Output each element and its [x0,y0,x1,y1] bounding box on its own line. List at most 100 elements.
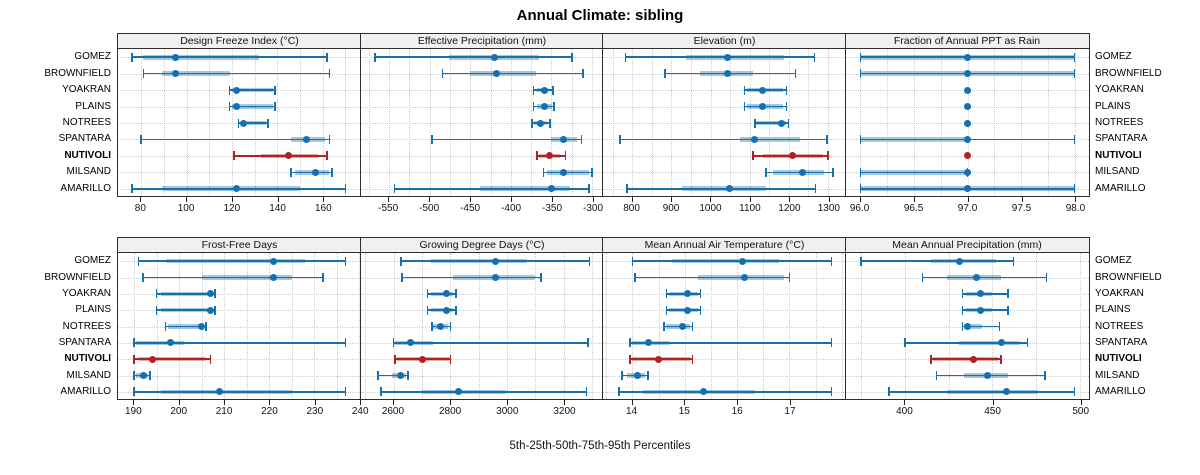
x-gridline [291,253,293,399]
site-label-right: PLAINS [1095,100,1131,112]
panel-header: Fraction of Annual PPT as Rain [844,33,1090,49]
x-tick-label: 220 [261,406,278,417]
panel-plot [602,253,847,400]
iqr-band [422,389,506,395]
x-tick [631,197,633,202]
site-label-right: AMARILLO [1095,182,1146,194]
iqr-band [161,71,230,76]
whisker-cap-low [752,151,754,161]
whisker-line [666,309,701,311]
whisker-cap-high [449,322,452,331]
x-tick-label: 80 [134,203,146,214]
whisker-line [634,276,790,279]
whisker-line [375,56,572,59]
whisker-cap-high [326,151,328,161]
whisker-cap-high [328,69,331,79]
median-dot [778,119,786,127]
whisker-cap-high [585,387,588,397]
whisker-cap-low [228,85,231,95]
whisker-line [393,342,588,344]
iqr-band [668,307,698,313]
panel-plot [359,49,605,197]
whisker-cap-low [536,151,538,161]
x-gridline [246,253,248,399]
whisker-cap-low [133,354,135,364]
whisker-line [134,342,346,344]
panel-plot [602,49,847,197]
x-gridline [606,253,608,399]
median-dot [976,290,984,298]
whisker-line [632,260,832,262]
iqr-band [931,258,996,264]
iqr-band [136,340,184,346]
site-label-right: BROWNFIELD [1095,271,1162,283]
whisker-cap-low [399,256,402,266]
median-dot [270,257,278,265]
x-tick [789,197,791,202]
whisker-line [889,391,1075,393]
whisker-line [238,122,269,124]
site-label-left: YOAKRAN [62,287,111,299]
x-tick [314,400,316,405]
x-gridline [345,49,347,196]
x-tick-label: 100 [177,203,195,214]
median-dot [964,185,972,193]
site-label-left: GOMEZ [74,51,111,63]
panel-header: Effective Precipitation (mm) [359,33,605,49]
median-dot [216,388,224,396]
site-label-right: YOAKRAN [1095,287,1144,299]
x-gridline [507,253,509,399]
site-label-right: MILSAND [1095,166,1140,178]
x-tick [1075,197,1077,202]
site-label-right: GOMEZ [1095,51,1132,63]
median-dot [964,323,972,330]
site-label-left: NOTREES [62,117,111,128]
x-gridline [861,253,863,399]
whisker-cap-high [571,52,573,62]
iqr-band [666,324,690,329]
whisker-cap-high [455,305,457,315]
median-dot [973,274,981,281]
panel-header: Design Freeze Index (°C) [117,33,362,49]
x-gridline [828,49,829,196]
whisker-cap-low [140,134,142,144]
x-tick [552,197,554,202]
iqr-band [682,186,767,192]
whisker-cap-high [830,256,833,266]
whisker-line [619,391,832,393]
x-gridline [490,49,492,196]
whisker-cap-high [214,305,216,315]
median-dot [560,135,568,143]
whisker-cap-low [155,305,158,315]
whisker-cap-high [588,184,590,194]
x-tick-label: 400 [896,406,913,417]
x-tick-label: -500 [419,203,440,214]
site-label-left: MILSAND [66,166,111,178]
whisker-cap-low [743,85,746,95]
x-tick-label: 96.5 [903,203,924,214]
whisker-line [290,171,332,174]
whisker-cap-high [322,273,324,282]
whisker-cap-low [859,167,862,177]
median-dot [964,103,972,111]
whisker-line [962,325,1000,328]
x-gridline [808,49,810,196]
whisker-line [962,293,1009,295]
median-dot [397,372,405,379]
x-tick-label: 450 [984,406,1001,417]
whisker-cap-low [859,69,862,79]
whisker-cap-high [344,256,347,266]
iqr-band [964,324,982,329]
x-tick [186,197,188,202]
whisker-cap-low [290,167,292,177]
iqr-band [959,340,1021,346]
iqr-band [165,258,306,264]
iqr-band [479,186,571,192]
panel-header: Mean Annual Air Temperature (°C) [602,237,847,253]
whisker-cap-low [155,289,158,299]
x-gridline [815,253,817,399]
x-tick [749,197,751,202]
x-tick-label: 98.0 [1065,203,1086,214]
panel-header: Growing Degree Days (°C) [359,237,605,253]
whisker-line [931,358,1002,360]
